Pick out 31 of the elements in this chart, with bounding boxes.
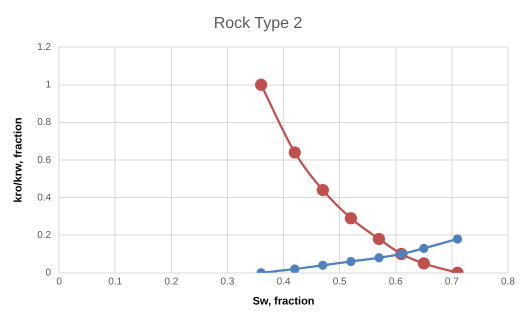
point: [290, 264, 300, 273]
x-tick-label: 0.1: [108, 276, 123, 288]
point: [346, 256, 356, 266]
point: [418, 257, 430, 270]
point: [254, 78, 268, 91]
point: [419, 244, 428, 253]
y-tick-label: 0.2: [37, 230, 52, 241]
x-tick-label: 0.3: [220, 276, 235, 288]
y-tick-label: 0: [46, 268, 52, 279]
chart-title: Rock Type 2: [214, 15, 302, 32]
point: [372, 232, 386, 246]
x-tick-label: 0.2: [164, 276, 179, 288]
y-tick-label: 0.6: [37, 154, 52, 166]
x-tick-label: 0.4: [276, 276, 291, 288]
y-tick-label: 0.8: [37, 117, 52, 128]
x-tick-label: 0.8: [501, 276, 516, 288]
y-tick-label: 1.2: [37, 42, 52, 53]
point: [318, 260, 328, 270]
x-tick-label: 0.6: [388, 276, 404, 288]
point: [452, 234, 462, 244]
x-axis-title: Sw, fraction: [252, 295, 315, 308]
point: [288, 146, 301, 159]
point: [374, 253, 384, 262]
x-tick-label: 0.5: [332, 276, 348, 288]
point: [344, 212, 358, 224]
point: [316, 184, 329, 196]
y-axis-title: kro/krw, fraction: [12, 117, 25, 203]
y-tick-label: 0.4: [37, 192, 52, 204]
x-tick-label: 0: [56, 276, 62, 288]
y-tick-label: 1: [46, 80, 52, 91]
x-tick-label: 0.7: [444, 276, 460, 288]
